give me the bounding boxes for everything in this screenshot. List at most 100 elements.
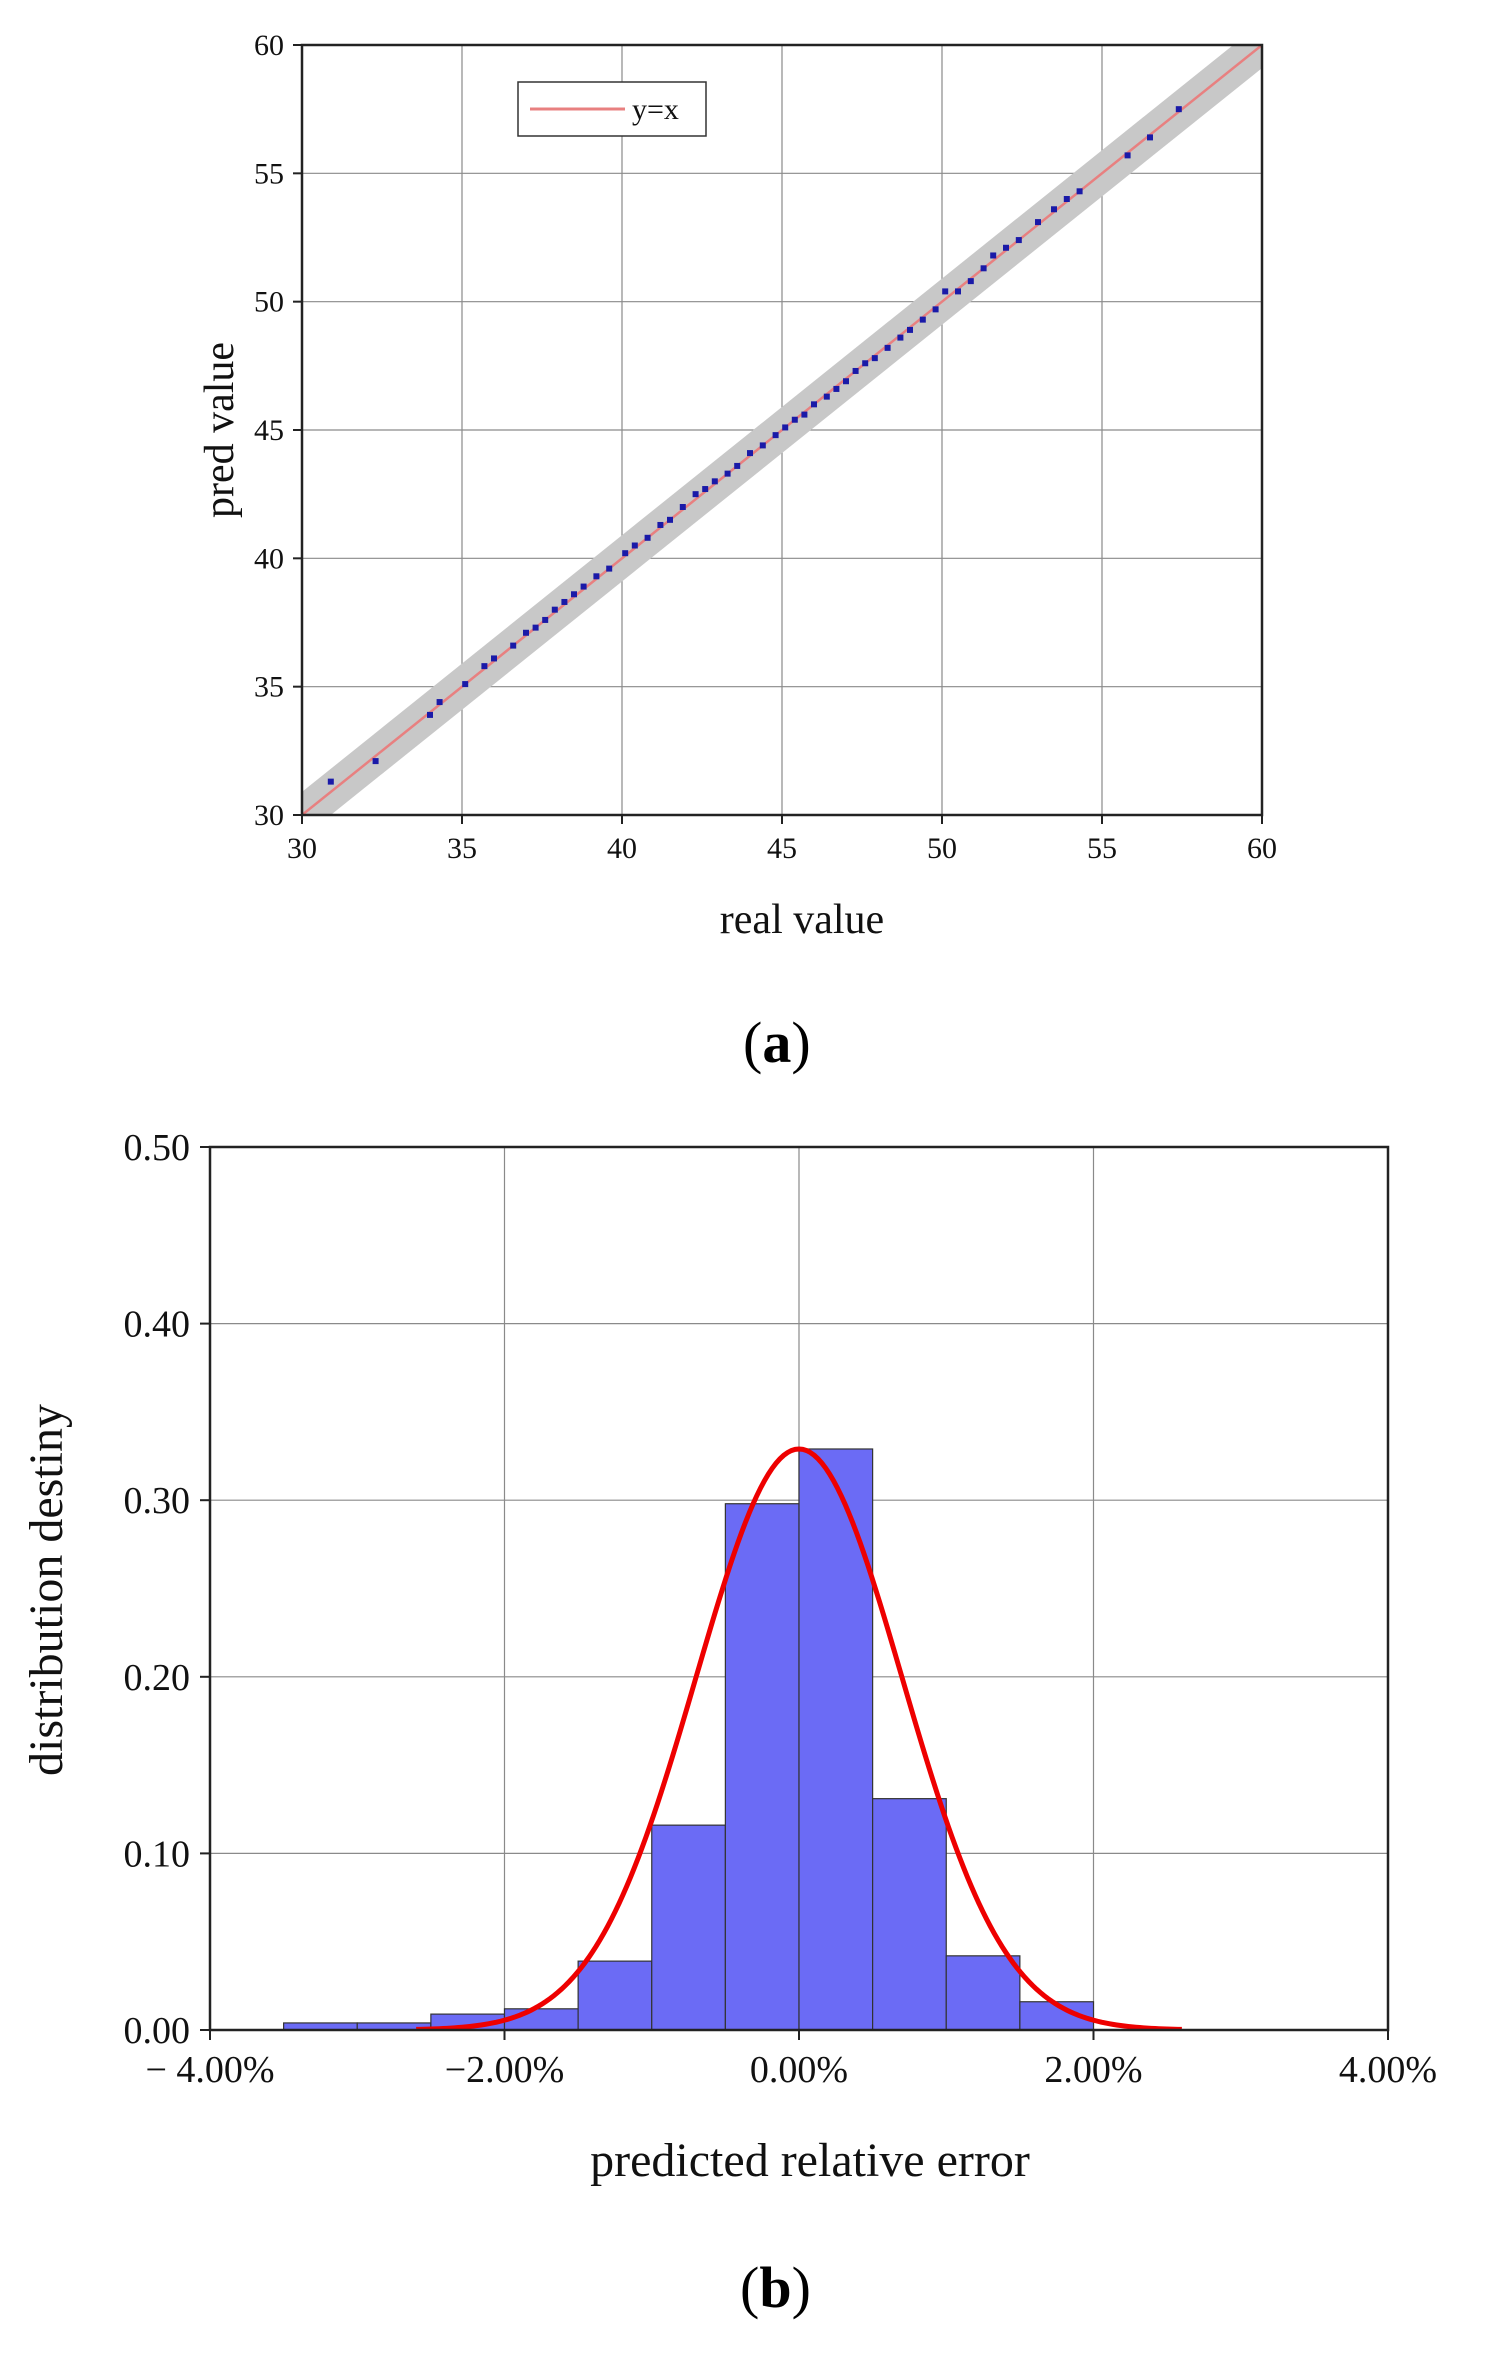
histogram-bar xyxy=(577,1960,653,2030)
scatter-y-axis-label: pred value xyxy=(197,342,243,518)
data-point xyxy=(436,699,443,706)
data-point xyxy=(980,265,987,272)
data-point xyxy=(843,378,849,385)
data-point xyxy=(711,478,718,485)
data-point xyxy=(523,629,529,636)
data-point xyxy=(823,393,830,400)
data-point xyxy=(897,334,904,341)
data-point xyxy=(679,504,686,510)
data-point xyxy=(942,288,949,295)
data-point xyxy=(481,663,488,670)
data-point xyxy=(791,416,798,423)
x-tick-label: 60 xyxy=(1247,832,1277,865)
x-tick-label: 40 xyxy=(607,832,637,865)
y-tick-label: 40 xyxy=(254,542,284,575)
data-point xyxy=(667,516,673,523)
histogram-x-axis-label: predicted relative error xyxy=(590,2134,1030,2187)
y-tick-label: 0.40 xyxy=(124,1304,191,1346)
data-point xyxy=(631,542,638,549)
data-point xyxy=(532,624,539,631)
data-point xyxy=(692,491,699,498)
reference-line-y-equals-x xyxy=(302,45,1262,815)
y-tick-label: 0.20 xyxy=(124,1657,191,1699)
y-tick-label: 0.30 xyxy=(124,1480,191,1522)
scatter-panel: 30 35 40 45 50 55 60 30 35 40 45 50 55 60 y=x real va… xyxy=(197,29,1277,1075)
x-tick-label: 2.00% xyxy=(1044,2049,1142,2091)
data-point xyxy=(1003,244,1009,251)
x-tick-label: −2.00% xyxy=(445,2049,565,2091)
data-point xyxy=(561,598,568,605)
histogram-bars xyxy=(283,1448,1095,2030)
data-point xyxy=(871,355,878,362)
histogram-bar xyxy=(945,1955,1021,2030)
data-point xyxy=(833,385,840,392)
histogram-axis-ticks: − 4.00% −2.00% 0.00% 2.00% 4.00% 0.00 0.10 0.20… xyxy=(124,1127,1438,2091)
histogram-y-axis-label: distribution destiny xyxy=(20,1404,73,1776)
normal-fit-curve xyxy=(416,1446,1182,2030)
data-point xyxy=(580,583,587,590)
data-point xyxy=(551,606,558,613)
data-point xyxy=(622,550,629,557)
scatter-points xyxy=(327,106,1182,785)
x-tick-label: 30 xyxy=(287,832,317,865)
data-point xyxy=(862,360,869,367)
data-point xyxy=(644,534,651,541)
legend: y=x xyxy=(517,81,707,137)
y-tick-label: 50 xyxy=(254,286,284,319)
data-point xyxy=(606,565,613,572)
histogram-panel: − 4.00% −2.00% 0.00% 2.00% 4.00% 0.00 0.10 0.20… xyxy=(20,1127,1437,2320)
histogram-bar xyxy=(651,1824,726,2030)
data-point xyxy=(724,470,731,477)
data-point xyxy=(1147,134,1153,141)
panel-label-b: (b) xyxy=(740,2255,811,2320)
data-point xyxy=(990,252,997,259)
data-point xyxy=(427,711,433,718)
data-point xyxy=(510,642,517,649)
data-point xyxy=(907,326,913,333)
legend-label-y-equals-x: y=x xyxy=(632,93,679,126)
y-tick-label: 0.50 xyxy=(124,1127,191,1169)
histogram-bar xyxy=(798,1448,874,2030)
y-tick-label: 60 xyxy=(254,29,284,62)
x-tick-label: 55 xyxy=(1087,832,1117,865)
data-point xyxy=(1035,219,1041,226)
data-point xyxy=(955,288,961,295)
data-point xyxy=(491,655,497,662)
data-point xyxy=(327,778,334,785)
x-tick-label: 45 xyxy=(767,832,797,865)
panel-label-a: (a) xyxy=(743,1010,811,1075)
data-point xyxy=(811,401,817,408)
y-tick-label: 45 xyxy=(254,414,284,447)
x-tick-label: 4.00% xyxy=(1339,2049,1437,2091)
y-tick-label: 0.10 xyxy=(124,1833,191,1875)
x-tick-label: 35 xyxy=(447,832,477,865)
scatter-x-axis-label: real value xyxy=(720,897,884,943)
x-tick-label: 50 xyxy=(927,832,957,865)
y-tick-label: 55 xyxy=(254,157,284,190)
data-point xyxy=(884,344,891,351)
data-point xyxy=(801,411,808,418)
data-point xyxy=(1063,196,1070,202)
data-point xyxy=(462,681,469,688)
data-point xyxy=(734,462,741,469)
data-point xyxy=(932,306,939,313)
histogram-bar xyxy=(503,2008,579,2030)
y-tick-label: 30 xyxy=(254,799,284,832)
scatter-axis-ticks: 30 35 40 45 50 55 60 30 35 40 45 50 55 60 xyxy=(254,29,1277,865)
data-point xyxy=(593,573,600,580)
histogram-bar xyxy=(724,1503,800,2030)
data-point xyxy=(967,278,974,285)
data-point xyxy=(852,367,859,374)
data-point xyxy=(542,616,549,623)
y-tick-label: 0.00 xyxy=(124,2010,191,2052)
data-point xyxy=(372,758,379,765)
data-point xyxy=(747,450,753,457)
data-point xyxy=(919,316,926,323)
data-point xyxy=(1076,188,1083,195)
data-point xyxy=(702,486,709,493)
data-point xyxy=(772,432,779,439)
data-point xyxy=(657,521,664,528)
x-tick-label: 0.00% xyxy=(750,2049,848,2091)
histogram-bar xyxy=(872,1798,947,2030)
